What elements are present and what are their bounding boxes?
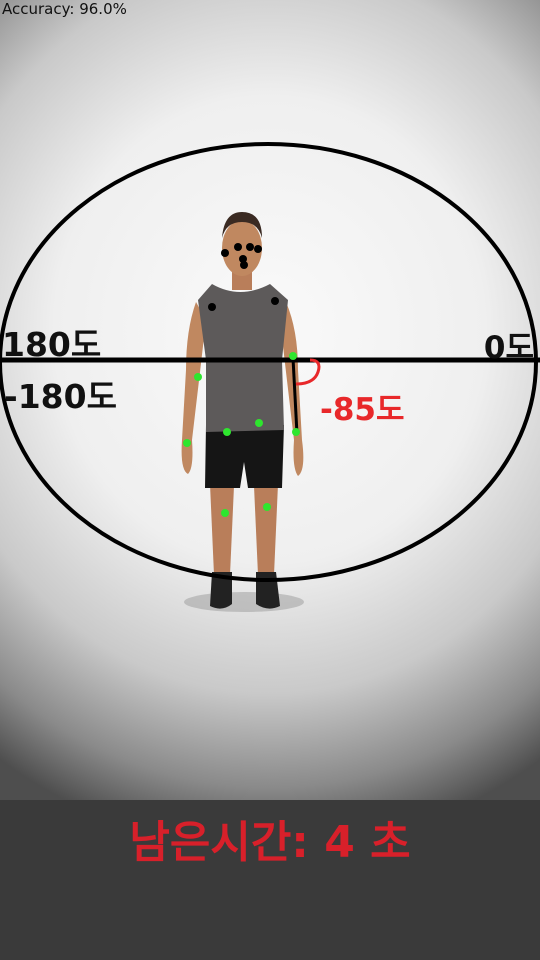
keypoint-mouth <box>240 261 248 269</box>
angle-arc-indicator <box>295 358 321 386</box>
keypoint-left-hip <box>255 419 263 427</box>
keypoint-left-shoulder <box>271 297 279 305</box>
remaining-time-text: 남은시간: 4 초 <box>129 817 411 868</box>
keypoint-right-eye <box>234 243 242 251</box>
keypoint-left-elbow <box>289 352 297 360</box>
keypoint-right-knee <box>221 509 229 517</box>
person-head <box>222 220 262 276</box>
keypoint-right-ear <box>221 249 229 257</box>
angle-label-negative-180: -180도 <box>4 377 117 416</box>
keypoint-left-wrist <box>292 428 300 436</box>
person-right-shoe <box>256 572 280 609</box>
camera-preview: Accuracy: 96.0% 180도 0도 -180도 -85도 <box>0 0 540 800</box>
keypoint-right-elbow <box>194 373 202 381</box>
person-left-shoe <box>210 572 232 609</box>
current-angle-label: -85도 <box>320 392 405 428</box>
person-right-leg <box>254 484 278 575</box>
keypoint-right-shoulder <box>208 303 216 311</box>
keypoint-right-hip <box>223 428 231 436</box>
person-figure <box>181 212 304 612</box>
person-hair <box>222 212 262 238</box>
pose-overlay <box>0 142 540 612</box>
keypoint-left-ear <box>254 245 262 253</box>
angle-label-0: 0도 <box>483 330 534 366</box>
angle-label-180: 180도 <box>2 325 102 364</box>
keypoint-right-wrist <box>183 439 191 447</box>
person-shadow <box>184 592 304 612</box>
accuracy-readout: Accuracy: 96.0% <box>2 0 127 18</box>
keypoint-left-knee <box>263 503 271 511</box>
keypoint-left-eye <box>246 243 254 251</box>
arm-angle-line <box>291 357 299 435</box>
keypoint-nose <box>239 255 247 263</box>
person-left-leg <box>210 484 234 575</box>
timer-bar: 남은시간: 4 초 <box>0 800 540 960</box>
person-left-arm <box>181 302 206 474</box>
person-shorts <box>205 425 284 488</box>
